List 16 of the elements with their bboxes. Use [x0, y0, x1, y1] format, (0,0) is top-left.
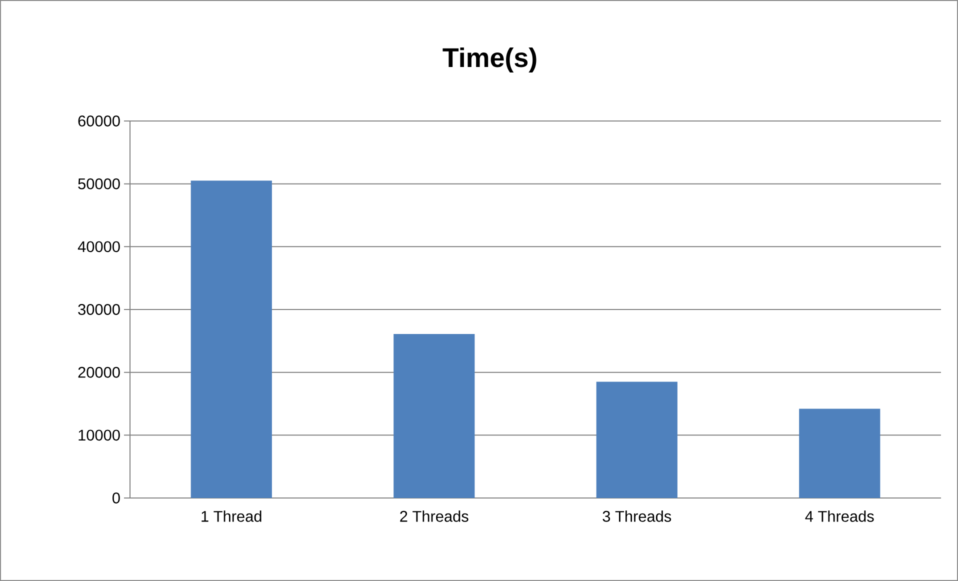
- bar: [190, 180, 272, 498]
- bar: [394, 334, 475, 498]
- bar: [596, 382, 678, 498]
- y-tick-label: 20000: [78, 366, 120, 378]
- y-tick-label: 50000: [78, 178, 120, 190]
- y-tick-label: 10000: [78, 430, 120, 441]
- x-tick-label: 3 Threads: [602, 510, 672, 522]
- x-tick-label: 2 Threads: [400, 510, 468, 522]
- x-tick-label: 1 Thread: [202, 510, 262, 522]
- bar: [799, 408, 880, 498]
- y-tick-label: 60000: [78, 116, 120, 126]
- y-tick-label: 0: [112, 492, 120, 504]
- chart-title: Time(s): [442, 47, 536, 73]
- y-tick-label: 40000: [78, 241, 120, 252]
- x-tick-label: 4 Threads: [805, 510, 874, 522]
- y-tick-label: 30000: [78, 304, 120, 315]
